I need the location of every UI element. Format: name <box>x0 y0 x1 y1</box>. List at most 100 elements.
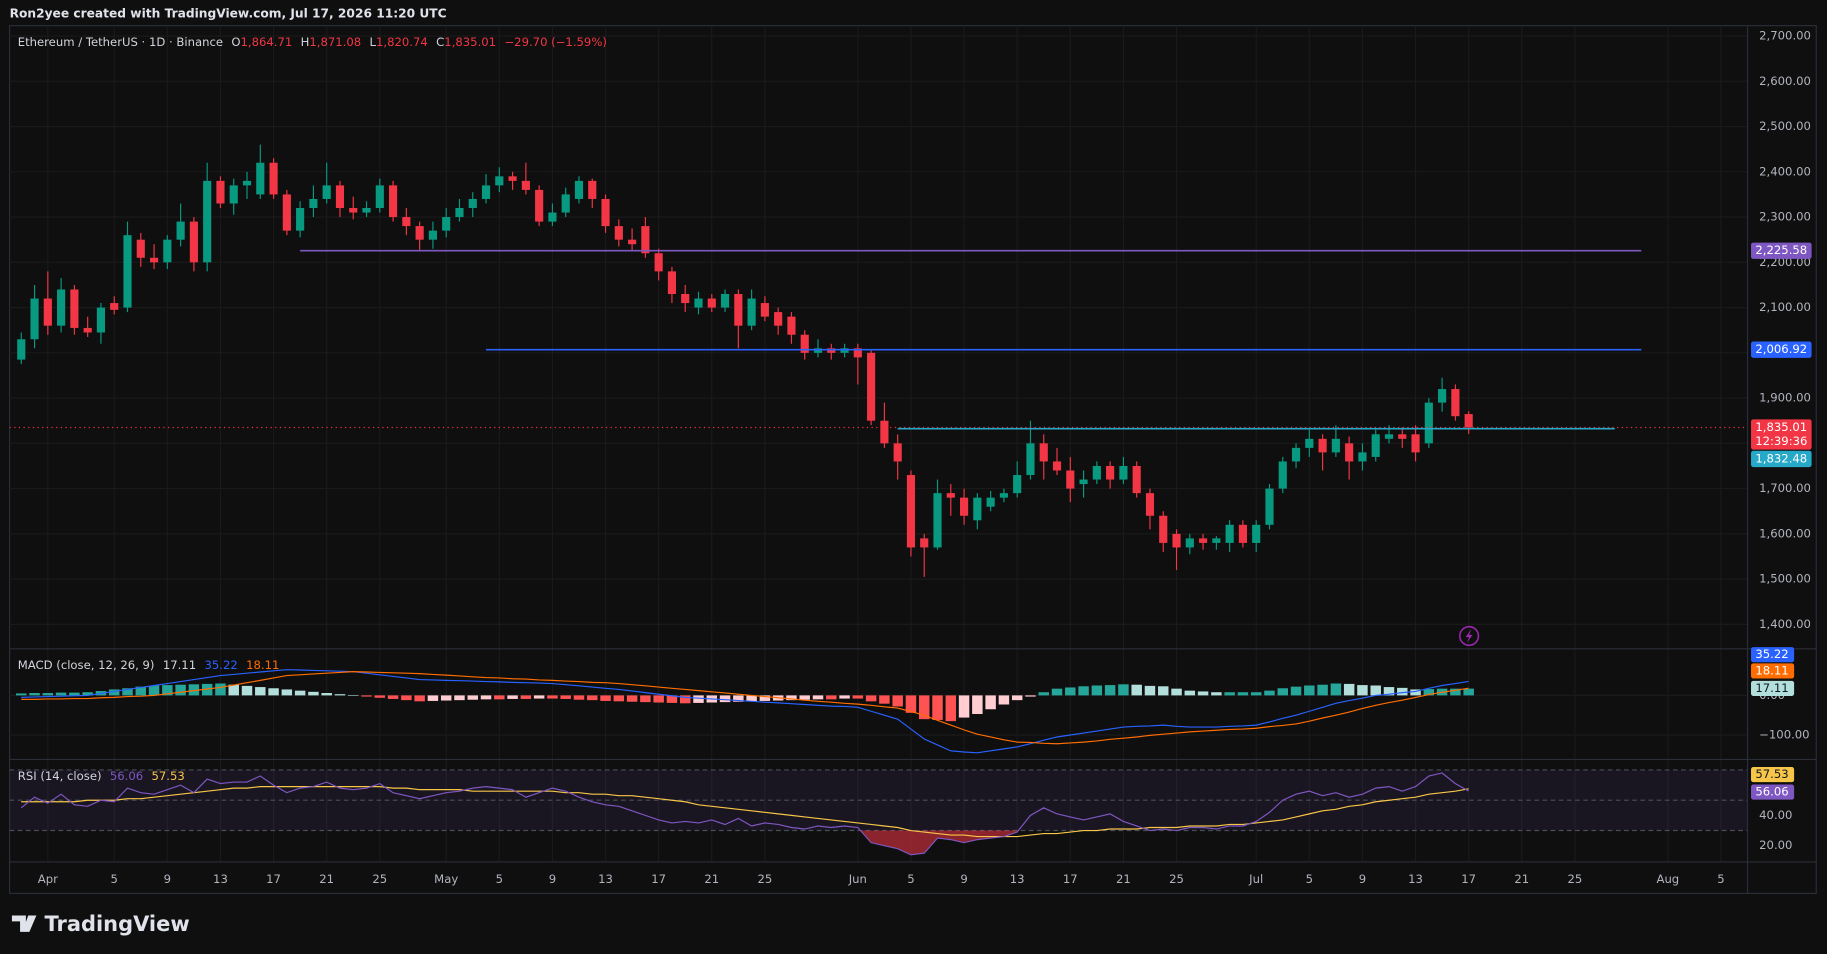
candle-body <box>920 538 929 548</box>
macd-histogram-bar <box>1025 695 1036 697</box>
macd-histogram-bar <box>653 695 664 703</box>
candle-body <box>1291 447 1301 462</box>
level-label: 2,006.92 <box>1755 342 1807 356</box>
candle-body <box>1252 524 1261 543</box>
macd-histogram-bar <box>1450 688 1461 696</box>
macd-value: 35.22 <box>204 658 237 672</box>
candle-body <box>1345 443 1354 462</box>
macd-histogram-bar <box>387 695 399 699</box>
macd-histogram-bar <box>1038 692 1049 696</box>
level-label: 2,225.58 <box>1755 243 1807 257</box>
footer-logo: TradingView <box>11 912 190 936</box>
candle-body <box>17 339 26 360</box>
candle-body <box>1371 434 1380 457</box>
candle-body <box>813 348 823 353</box>
signal-tag <box>1751 663 1795 679</box>
candle-body <box>269 162 278 195</box>
macd-histogram-bar <box>507 695 518 699</box>
x-tick-label: 5 <box>111 872 118 886</box>
macd-histogram-bar <box>281 689 293 696</box>
macd-histogram-bar <box>1184 690 1196 696</box>
candle-body <box>840 348 849 353</box>
macd-histogram-bar <box>852 695 864 699</box>
change: −29.70 (−1.59%) <box>504 34 606 48</box>
ohlc-letter: L <box>370 34 377 48</box>
alert-circle[interactable] <box>1459 625 1480 647</box>
candle-body <box>561 194 570 213</box>
candle-body <box>322 185 331 199</box>
ohlc-value: 1,820.74 <box>376 34 428 48</box>
candle-body <box>880 420 889 444</box>
macd-histogram-bar <box>905 695 917 713</box>
macd-histogram-bar <box>29 693 40 696</box>
macd-line <box>21 669 1469 754</box>
candle-body <box>83 327 92 333</box>
macd-title: MACD (close, 12, 26, 9) <box>18 658 155 672</box>
rsi-tag <box>1751 784 1795 800</box>
x-tick-label: 17 <box>266 872 281 886</box>
macd-histogram-bar <box>122 688 133 696</box>
candle-body <box>1265 488 1274 525</box>
candle-body <box>1199 538 1208 543</box>
candle-body <box>1225 524 1234 543</box>
candle-body <box>667 271 677 294</box>
candle-body <box>1451 389 1460 417</box>
x-tick-label: 21 <box>704 872 719 886</box>
y-tick-label: 1,500.00 <box>1759 572 1811 586</box>
candle-body <box>1013 475 1022 494</box>
macd-hist-tag <box>1751 680 1795 696</box>
macd-histogram-bar <box>1317 684 1328 696</box>
marks <box>9 144 1748 856</box>
rsi-oversold-fill <box>860 830 1177 855</box>
macd-histogram-bar <box>1237 692 1249 696</box>
macd-histogram-bar <box>82 692 93 696</box>
macd-histogram-bar <box>427 695 439 701</box>
macd-histogram-bar <box>1290 686 1302 696</box>
macd-histogram-bar <box>786 695 797 701</box>
candle-body <box>614 226 623 240</box>
candle-body <box>1092 465 1101 480</box>
candle-body <box>906 475 916 548</box>
signal-label: 18.11 <box>1755 663 1788 677</box>
candle-body <box>495 176 504 186</box>
candle-body <box>481 185 491 199</box>
macd-histogram-bar <box>826 695 837 700</box>
x-tick-label: 17 <box>651 872 666 886</box>
candle-body <box>282 194 291 231</box>
candle-body <box>43 298 52 326</box>
candle-body <box>163 239 172 263</box>
candle-body <box>827 348 836 353</box>
macd-histogram-bar <box>162 685 173 696</box>
rsi-ma-value: 57.53 <box>152 768 185 782</box>
candle-body <box>1318 438 1327 453</box>
x-tick-label: 25 <box>757 872 772 886</box>
macd-histogram-bar <box>228 684 239 696</box>
alert-bolt[interactable] <box>1465 629 1473 643</box>
macd-histogram-bar <box>918 695 930 720</box>
candle-body <box>1172 533 1181 548</box>
x-tick-label: 9 <box>164 872 171 886</box>
level-tag <box>1751 242 1812 259</box>
candle-body <box>1278 461 1287 489</box>
candle-body <box>628 239 637 245</box>
candle-body <box>681 293 690 304</box>
macd-histogram-bar <box>16 693 27 696</box>
alert-icon[interactable] <box>1459 625 1480 647</box>
macd-histogram-bar <box>958 695 970 718</box>
x-tick-label: 21 <box>1514 872 1529 886</box>
x-tick-label: 9 <box>960 872 967 886</box>
candle-body <box>415 226 424 240</box>
x-tick-label: Jul <box>1248 872 1263 886</box>
macd-histogram-bar <box>1065 687 1076 696</box>
macd-histogram-bar <box>1131 684 1142 696</box>
x-tick-label: 9 <box>1359 872 1366 886</box>
macd-histogram-bar <box>865 695 877 702</box>
candle-body <box>455 208 464 218</box>
macd-histogram-bar <box>108 689 120 696</box>
x-tick-label: 25 <box>1567 872 1582 886</box>
macd-histogram-bar <box>560 695 571 699</box>
macd-histogram-bar <box>201 683 213 696</box>
symbol: Ethereum / TetherUS · 1D · Binance <box>18 34 223 48</box>
macd-histogram-bar <box>188 684 200 696</box>
x-tick-label: 5 <box>1717 872 1724 886</box>
